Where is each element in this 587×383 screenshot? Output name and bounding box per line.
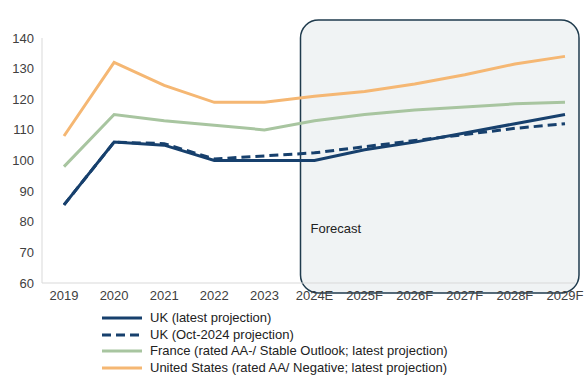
svg-text:2021: 2021 bbox=[150, 288, 179, 303]
svg-text:2020: 2020 bbox=[100, 288, 129, 303]
svg-text:Forecast: Forecast bbox=[311, 221, 362, 236]
svg-text:140: 140 bbox=[12, 31, 34, 46]
svg-text:100: 100 bbox=[12, 153, 34, 168]
svg-text:2027F: 2027F bbox=[446, 288, 483, 303]
svg-text:2019: 2019 bbox=[50, 288, 79, 303]
html-text:UK (Oct-2024 projection): UK (Oct-2024 projection) bbox=[150, 326, 294, 342]
html-text:France (rated AA-/ Stable Outl: France (rated AA-/ Stable Outlook; lates… bbox=[150, 343, 448, 358]
svg-text:2029F: 2029F bbox=[547, 288, 579, 303]
html-text:United States (rated AA/ Negat: United States (rated AA/ Negative; lates… bbox=[150, 359, 447, 375]
svg-text:2026F: 2026F bbox=[396, 288, 433, 303]
svg-text:70: 70 bbox=[20, 245, 34, 260]
svg-text:2025F: 2025F bbox=[346, 288, 383, 303]
svg-text:80: 80 bbox=[20, 214, 34, 229]
html-text:UK (latest projection): UK (latest projection) bbox=[150, 310, 272, 325]
svg-text:130: 130 bbox=[12, 61, 34, 76]
svg-text:2023: 2023 bbox=[250, 288, 279, 303]
svg-text:2028F: 2028F bbox=[496, 288, 533, 303]
svg-text:2024E: 2024E bbox=[296, 288, 334, 303]
svg-text:90: 90 bbox=[20, 184, 34, 199]
svg-text:60: 60 bbox=[20, 276, 34, 291]
svg-text:110: 110 bbox=[13, 122, 34, 137]
svg-text:2022: 2022 bbox=[200, 288, 229, 303]
svg-text:120: 120 bbox=[12, 92, 34, 107]
